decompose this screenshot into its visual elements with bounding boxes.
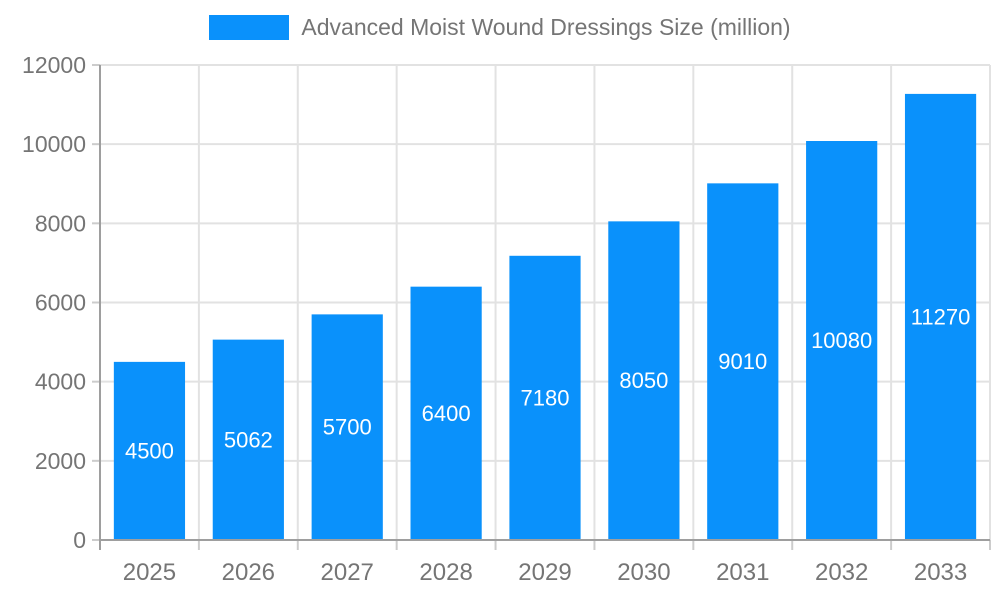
bar-value-label: 8050 bbox=[619, 368, 668, 393]
bar bbox=[707, 183, 779, 540]
bar-value-label: 10080 bbox=[811, 328, 872, 353]
y-tick-label: 8000 bbox=[35, 210, 86, 236]
bar bbox=[608, 221, 680, 540]
y-tick-label: 4000 bbox=[35, 369, 86, 395]
bar bbox=[311, 314, 383, 540]
y-tick-label: 6000 bbox=[35, 290, 86, 316]
legend-label: Advanced Moist Wound Dressings Size (mil… bbox=[301, 14, 791, 40]
x-tick-label: 2028 bbox=[419, 559, 472, 586]
legend-swatch-icon bbox=[209, 15, 290, 40]
y-tick-label: 2000 bbox=[35, 448, 86, 474]
bar bbox=[904, 93, 977, 540]
x-tick-label: 2033 bbox=[914, 559, 967, 586]
y-tick-label: 12000 bbox=[22, 52, 86, 78]
x-tick-label: 2026 bbox=[222, 559, 275, 586]
x-tick-label: 2032 bbox=[815, 559, 868, 586]
bar bbox=[410, 286, 482, 540]
bar-value-label: 5700 bbox=[323, 415, 372, 440]
x-tick-label: 2025 bbox=[123, 559, 176, 586]
bar-value-label: 4500 bbox=[125, 438, 174, 463]
bar-value-label: 9010 bbox=[718, 349, 767, 374]
chart-legend[interactable]: Advanced Moist Wound Dressings Size (mil… bbox=[0, 14, 1000, 41]
x-tick-label: 2031 bbox=[716, 559, 769, 586]
bar bbox=[212, 339, 284, 540]
y-tick-label: 10000 bbox=[22, 131, 86, 157]
bar-value-label: 6400 bbox=[422, 401, 471, 426]
bar bbox=[806, 141, 878, 540]
bar-value-label: 7180 bbox=[521, 385, 570, 410]
bar bbox=[509, 255, 581, 540]
bar bbox=[113, 361, 186, 540]
x-tick-label: 2027 bbox=[321, 559, 374, 586]
bar-value-label: 5062 bbox=[224, 427, 273, 452]
y-tick-label: 0 bbox=[73, 527, 86, 553]
x-tick-label: 2030 bbox=[617, 559, 670, 586]
bar-value-label: 11270 bbox=[911, 304, 971, 329]
x-tick-label: 2029 bbox=[518, 559, 571, 586]
